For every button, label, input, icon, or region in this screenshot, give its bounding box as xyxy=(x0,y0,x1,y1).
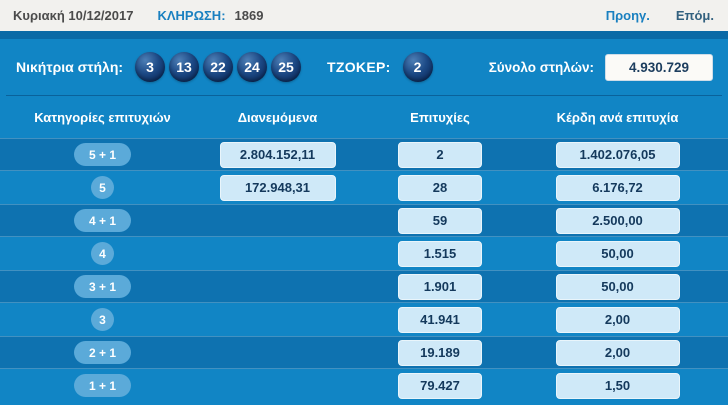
prize-cell: 2,00 xyxy=(530,306,705,333)
prize-value: 2,00 xyxy=(555,339,680,366)
column-header-winners: Επιτυχίες xyxy=(410,109,470,125)
ball-number: 3 xyxy=(146,59,154,75)
table-row: 1 + 1 79.427 1,50 xyxy=(0,369,728,402)
table-row: 4 + 1 59 2.500,00 xyxy=(0,204,728,237)
column-header-distributed: Διανεμόμενα xyxy=(237,109,318,125)
category-badge: 3 + 1 xyxy=(74,275,131,298)
category-badge: 4 + 1 xyxy=(74,209,131,232)
prize-cell: 50,00 xyxy=(530,240,705,267)
category-cell: 1 + 1 xyxy=(0,374,205,397)
category-badge: 4 xyxy=(91,242,114,265)
column-header-prize: Κέρδη ανά επιτυχία xyxy=(556,109,679,125)
results-panel: Νικήτρια στήλη: 3 13 22 24 25 ΤΖΟΚΕΡ: 2 … xyxy=(0,31,728,402)
winners-cell: 2 xyxy=(350,141,530,168)
winning-ball: 25 xyxy=(271,52,302,82)
category-cell: 3 + 1 xyxy=(0,275,205,298)
winning-ball: 13 xyxy=(169,52,200,82)
winning-balls: 3 13 22 24 25 xyxy=(135,52,302,82)
table-header-row: Κατηγορίες επιτυχιών Διανεμόμενα Επιτυχί… xyxy=(0,96,728,138)
prize-cell: 2,00 xyxy=(530,339,705,366)
category-badge: 5 + 1 xyxy=(74,143,131,166)
winners-cell: 19.189 xyxy=(350,339,530,366)
distributed-value: 2.804.152,11 xyxy=(219,141,336,168)
draw-label: ΚΛΗΡΩΣΗ: xyxy=(157,8,226,23)
distributed-cell: 172.948,31 xyxy=(205,174,350,201)
total-columns-value: 4.930.729 xyxy=(605,53,713,81)
winners-value: 19.189 xyxy=(398,339,482,366)
winners-value: 28 xyxy=(398,174,482,201)
ball-number: 22 xyxy=(210,59,226,75)
winners-value: 1.901 xyxy=(398,273,482,300)
winners-cell: 28 xyxy=(350,174,530,201)
winners-cell: 1.515 xyxy=(350,240,530,267)
prize-cell: 1,50 xyxy=(530,372,705,399)
category-cell: 5 xyxy=(0,176,205,199)
winning-ball: 22 xyxy=(203,52,234,82)
prize-cell: 6.176,72 xyxy=(530,174,705,201)
winners-cell: 1.901 xyxy=(350,273,530,300)
winning-ball: 24 xyxy=(237,52,268,82)
winning-ball: 3 xyxy=(135,52,166,82)
prize-cell: 1.402.076,05 xyxy=(530,141,705,168)
prize-value: 1,50 xyxy=(555,372,680,399)
prize-cell: 50,00 xyxy=(530,273,705,300)
draw-number: 1869 xyxy=(234,8,264,23)
table-row: 5 172.948,31 28 6.176,72 xyxy=(0,171,728,204)
winners-value: 1.515 xyxy=(398,240,482,267)
topbar: Κυριακή 10/12/2017 ΚΛΗΡΩΣΗ: 1869 Προηγ. … xyxy=(0,0,728,31)
prize-value: 50,00 xyxy=(555,240,680,267)
winners-value: 41.941 xyxy=(398,306,482,333)
joker-label: ΤΖΟΚΕΡ: xyxy=(327,59,391,75)
next-draw-link[interactable]: Επόμ. xyxy=(675,8,714,23)
winning-column-label: Νικήτρια στήλη: xyxy=(16,59,124,75)
table-row: 2 + 1 19.189 2,00 xyxy=(0,336,728,369)
winners-value: 2 xyxy=(398,141,482,168)
table-row: 5 + 1 2.804.152,11 2 1.402.076,05 xyxy=(0,138,728,171)
prize-value: 50,00 xyxy=(555,273,680,300)
prize-value: 2,00 xyxy=(555,306,680,333)
table-row: 3 41.941 2,00 xyxy=(0,303,728,336)
column-header-categories: Κατηγορίες επιτυχιών xyxy=(34,109,171,125)
category-cell: 2 + 1 xyxy=(0,341,205,364)
winners-value: 79.427 xyxy=(398,372,482,399)
category-cell: 3 xyxy=(0,308,205,331)
table-row: 3 + 1 1.901 50,00 xyxy=(0,270,728,303)
category-cell: 5 + 1 xyxy=(0,143,205,166)
winners-cell: 41.941 xyxy=(350,306,530,333)
ball-number: 25 xyxy=(278,59,294,75)
category-badge: 5 xyxy=(91,176,114,199)
joker-number: 2 xyxy=(413,59,422,75)
table-row: 4 1.515 50,00 xyxy=(0,237,728,270)
winning-numbers-row: Νικήτρια στήλη: 3 13 22 24 25 ΤΖΟΚΕΡ: 2 … xyxy=(0,39,728,95)
ball-number: 24 xyxy=(244,59,260,75)
distributed-cell: 2.804.152,11 xyxy=(205,141,350,168)
joker-ball: 2 xyxy=(402,52,433,82)
draw-date: Κυριακή 10/12/2017 xyxy=(13,8,134,23)
category-badge: 2 + 1 xyxy=(74,341,131,364)
winners-cell: 59 xyxy=(350,207,530,234)
previous-draw-link[interactable]: Προηγ. xyxy=(605,8,650,23)
prize-value: 2.500,00 xyxy=(555,207,680,234)
winners-value: 59 xyxy=(398,207,482,234)
distributed-value: 172.948,31 xyxy=(219,174,336,201)
prize-table-body: 5 + 1 2.804.152,11 2 1.402.076,05 5 172.… xyxy=(0,138,728,402)
prize-cell: 2.500,00 xyxy=(530,207,705,234)
category-cell: 4 + 1 xyxy=(0,209,205,232)
winners-cell: 79.427 xyxy=(350,372,530,399)
category-cell: 4 xyxy=(0,242,205,265)
prize-value: 6.176,72 xyxy=(555,174,680,201)
category-badge: 1 + 1 xyxy=(74,374,131,397)
panel-top-strip xyxy=(0,31,728,39)
total-columns-label: Σύνολο στηλών: xyxy=(488,59,594,75)
section-divider xyxy=(6,95,722,96)
category-badge: 3 xyxy=(91,308,114,331)
ball-number: 13 xyxy=(176,59,192,75)
prize-value: 1.402.076,05 xyxy=(555,141,680,168)
